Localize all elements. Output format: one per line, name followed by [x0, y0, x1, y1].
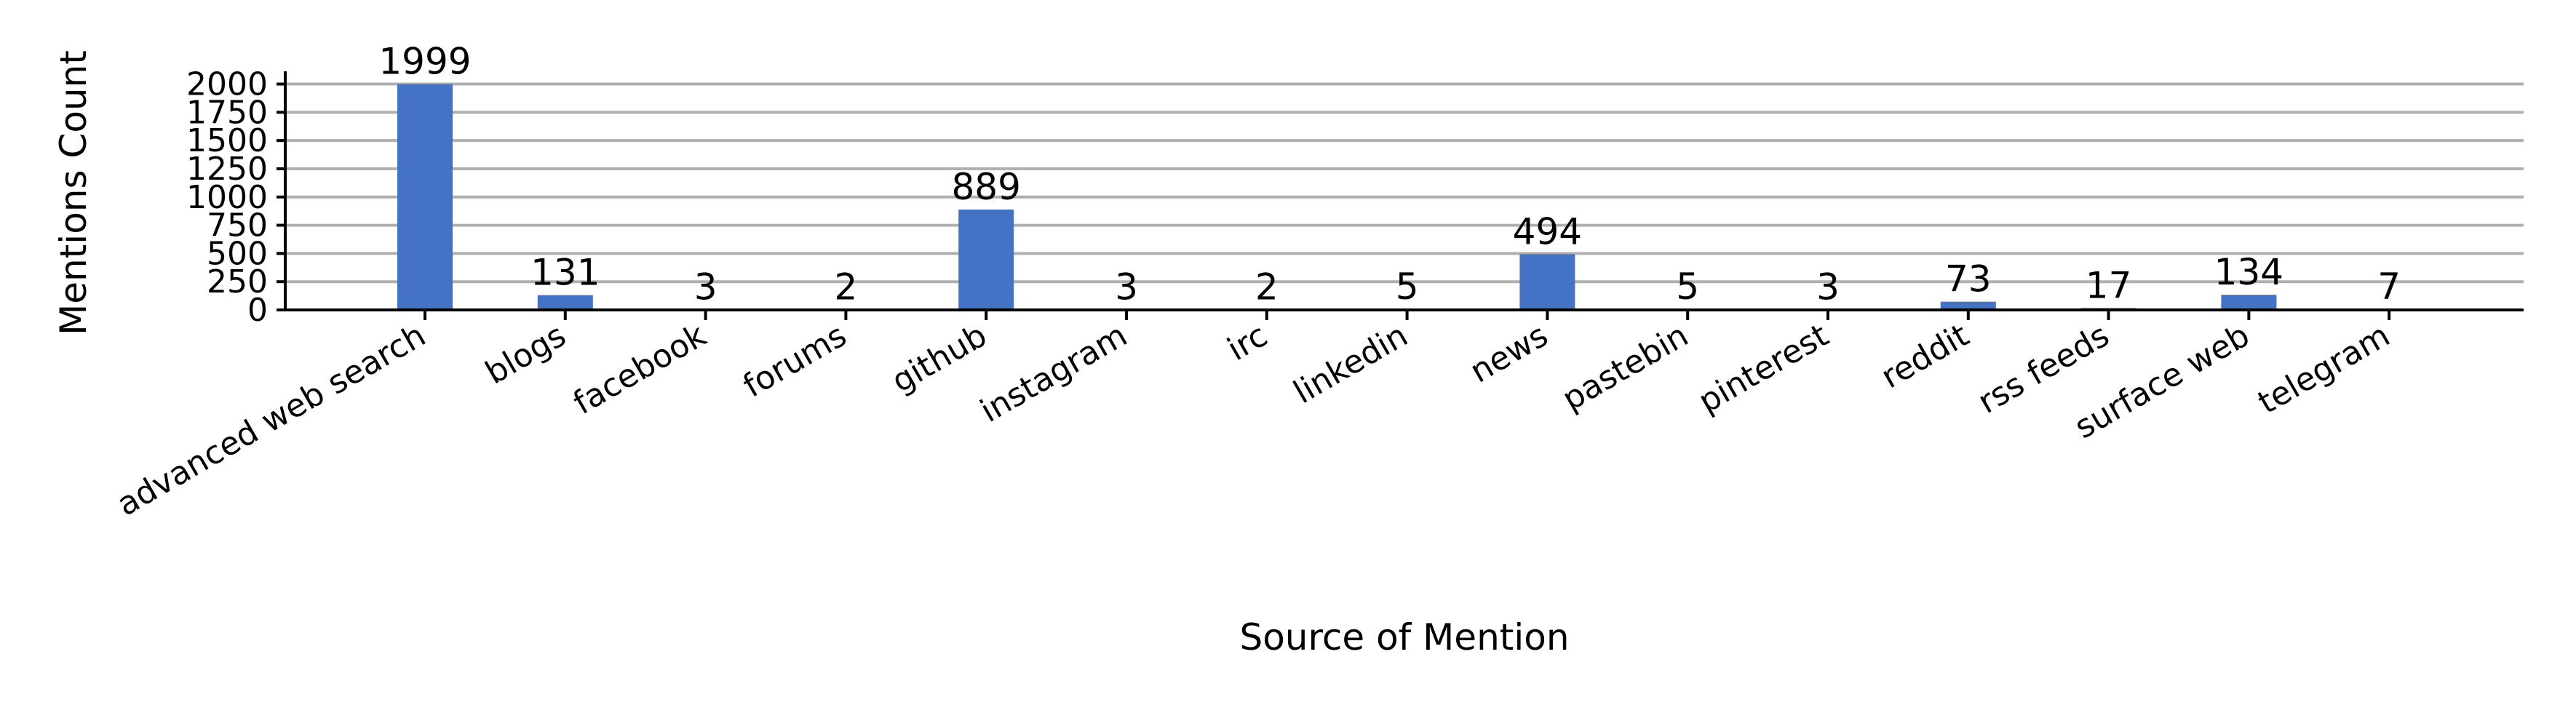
y-tick-label: 0 — [247, 292, 268, 329]
data-labels: 1999 131 3 2 889 3 2 5 494 5 3 73 17 134 7 — [378, 41, 2401, 308]
data-label: 2 — [834, 266, 857, 308]
x-tick-label: advanced web search — [111, 316, 432, 523]
data-label: 17 — [2086, 264, 2132, 306]
y-tick-label: 2000 — [186, 66, 268, 103]
bar-news — [1519, 254, 1575, 310]
data-label: 131 — [530, 252, 600, 294]
data-label: 5 — [1396, 266, 1419, 308]
bar-github — [958, 209, 1014, 310]
bar-blogs — [537, 295, 593, 310]
x-tick-label: linkedin — [1287, 316, 1414, 411]
x-tick-label: reddit — [1875, 316, 1976, 396]
y-tick-label: 750 — [207, 207, 268, 244]
x-tick-label: instagram — [974, 316, 1134, 430]
gridlines — [285, 82, 2524, 284]
x-tick-label: github — [886, 316, 993, 400]
x-tick-label: pastebin — [1556, 316, 1694, 418]
data-label: 2 — [1255, 266, 1279, 308]
data-label: 1999 — [378, 41, 471, 83]
bars — [397, 84, 2417, 311]
x-tick-label: forums — [737, 316, 853, 405]
data-label: 889 — [951, 166, 1020, 208]
y-tick-label: 500 — [207, 235, 268, 272]
y-tick-label: 1250 — [186, 151, 268, 188]
x-tick-label: irc — [1221, 316, 1273, 368]
data-label: 3 — [1816, 266, 1840, 308]
data-label: 7 — [2377, 266, 2401, 308]
x-tick-label: facebook — [568, 316, 713, 422]
x-axis-label: Source of Mention — [1239, 616, 1569, 658]
y-tick-label: 250 — [207, 263, 268, 300]
x-tick-label: blogs — [480, 316, 573, 391]
data-label: 3 — [694, 266, 717, 308]
y-axis-label: Mentions Count — [52, 50, 95, 335]
data-label: 134 — [2214, 251, 2283, 293]
bar-advanced-web-search — [397, 84, 453, 310]
data-label: 73 — [1945, 258, 1992, 300]
bar-surface-web — [2221, 295, 2277, 310]
bar-reddit — [1940, 301, 1996, 310]
data-label: 3 — [1115, 266, 1138, 308]
data-label: 494 — [1513, 210, 1582, 252]
x-tick-label: news — [1464, 316, 1554, 390]
y-tick-label: 1750 — [186, 94, 268, 131]
data-label: 5 — [1676, 266, 1699, 308]
x-tick-label: pinterest — [1693, 316, 1835, 421]
y-tick-label: 1000 — [186, 179, 268, 216]
y-tick-label: 1500 — [186, 122, 268, 159]
x-tick-label: telegram — [2251, 316, 2396, 421]
